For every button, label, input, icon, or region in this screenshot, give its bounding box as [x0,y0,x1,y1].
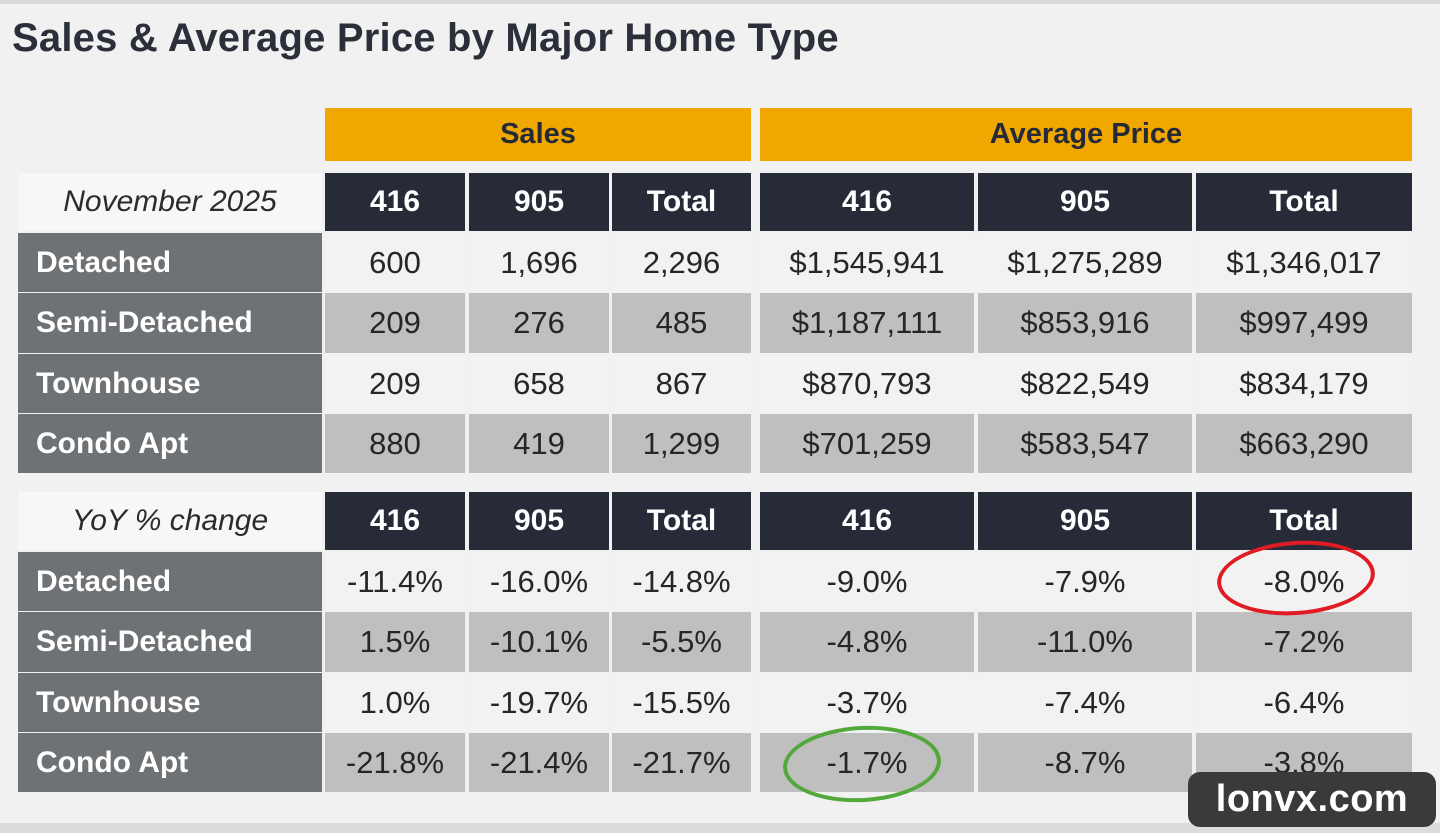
table-cell: -14.8% [612,552,751,611]
column-header: 416 [760,492,974,550]
table-cell: 1,696 [469,233,609,292]
table-cell: -4.8% [760,612,974,672]
table-cell: -21.8% [325,733,465,792]
column-header: 905 [469,492,609,550]
column-header: 905 [978,492,1192,550]
row-label: Townhouse [18,673,322,732]
watermark: lonvx.com [1188,772,1436,827]
table-cell: 419 [469,414,609,473]
column-header: 416 [325,492,465,550]
table-cell: 658 [469,354,609,413]
table-cell: $701,259 [760,414,974,473]
table-cell: -7.9% [978,552,1192,611]
row-label: Townhouse [18,354,322,413]
table-cell: $822,549 [978,354,1192,413]
table-cell: 2,296 [612,233,751,292]
table-cell: 485 [612,293,751,353]
table-cell: 867 [612,354,751,413]
column-header: 905 [469,173,609,231]
table-cell: 880 [325,414,465,473]
table-cell: 276 [469,293,609,353]
column-header: Total [1196,492,1412,550]
bottom-rule [0,823,1440,833]
column-header: Total [1196,173,1412,231]
table-cell: 209 [325,293,465,353]
row-label: Condo Apt [18,733,322,792]
column-header: 905 [978,173,1192,231]
table-cell: $997,499 [1196,293,1412,353]
table-cell: 1.0% [325,673,465,732]
table-cell: $853,916 [978,293,1192,353]
table-cell: 209 [325,354,465,413]
page-title: Sales & Average Price by Major Home Type [12,16,839,60]
top-rule [0,0,1440,4]
table-cell: 1,299 [612,414,751,473]
average-price-group-header: Average Price [760,108,1412,161]
sales-group-header: Sales [325,108,751,161]
column-header: Total [612,492,751,550]
table-cell: -5.5% [612,612,751,672]
table-cell: -8.0% [1196,552,1412,611]
table-cell: -6.4% [1196,673,1412,732]
table-cell: -16.0% [469,552,609,611]
table-cell: -9.0% [760,552,974,611]
table-cell: -7.4% [978,673,1192,732]
column-header: Total [612,173,751,231]
table-cell: 1.5% [325,612,465,672]
table-cell: $834,179 [1196,354,1412,413]
column-header: 416 [760,173,974,231]
table-cell: -21.4% [469,733,609,792]
table-cell: -21.7% [612,733,751,792]
period-label: YoY % change [18,492,322,550]
table-cell: $583,547 [978,414,1192,473]
table-cell: $663,290 [1196,414,1412,473]
table-cell: 600 [325,233,465,292]
table-cell: -8.7% [978,733,1192,792]
table-cell: -11.4% [325,552,465,611]
row-label: Detached [18,233,322,292]
column-header: 416 [325,173,465,231]
table-cell: -19.7% [469,673,609,732]
table-cell: -10.1% [469,612,609,672]
row-label: Detached [18,552,322,611]
table-cell: $870,793 [760,354,974,413]
table-cell: $1,346,017 [1196,233,1412,292]
table-cell: -1.7% [760,733,974,792]
row-label: Condo Apt [18,414,322,473]
row-label: Semi-Detached [18,612,322,672]
table-cell: -3.7% [760,673,974,732]
table-cell: -15.5% [612,673,751,732]
row-label: Semi-Detached [18,293,322,353]
table-cell: -7.2% [1196,612,1412,672]
table-cell: $1,187,111 [760,293,974,353]
table-cell: $1,275,289 [978,233,1192,292]
table-cell: $1,545,941 [760,233,974,292]
table-cell: -11.0% [978,612,1192,672]
period-label: November 2025 [18,173,322,231]
